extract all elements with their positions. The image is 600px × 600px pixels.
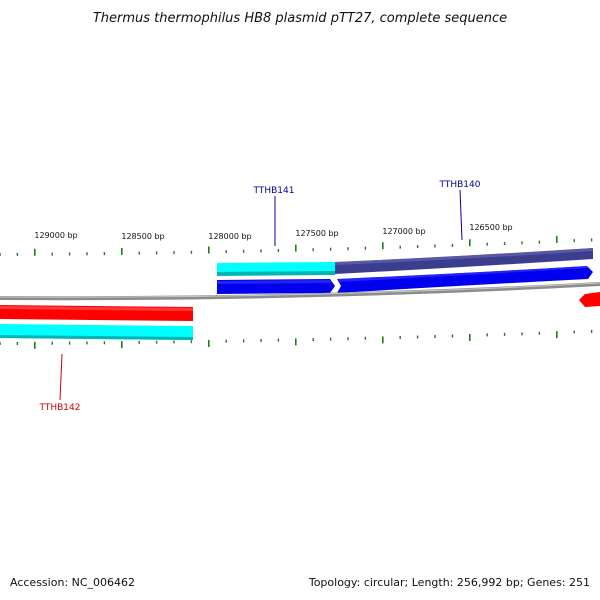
cds-tthb140-highlight	[335, 248, 593, 265]
gene-arrow-tthb142-shine	[0, 306, 193, 311]
gene-arrow-tthb140-shine	[337, 266, 589, 282]
gene-track-forward	[217, 266, 593, 294]
accession-text: Accession: NC_006462	[10, 576, 135, 589]
leader-line-tthb140	[459, 189, 463, 241]
inner-tick-marks	[0, 329, 593, 349]
gene-arrow-partial-right[interactable]	[579, 292, 600, 307]
gene-arrow-tthb141-shine	[217, 280, 332, 284]
plasmid-backbone	[0, 282, 600, 301]
cds-tthb142-shadow	[0, 335, 193, 340]
scale-label-127500: 127500 bp	[295, 229, 338, 238]
scale-label-127000: 127000 bp	[382, 227, 425, 236]
outer-tick-marks	[0, 235, 593, 256]
scale-label-128500: 128500 bp	[121, 232, 164, 241]
map-title: Thermus thermophilus HB8 plasmid pTT27, …	[93, 11, 507, 26]
gene-label-tthb142-group: TTHB142	[39, 353, 81, 413]
topology-summary: Topology: circular; Length: 256,992 bp; …	[308, 576, 590, 589]
cds-tthb141-shadow	[217, 271, 335, 276]
gene-label-tthb141-group: TTHB141	[253, 186, 295, 246]
cds-track-upper	[217, 248, 593, 276]
cds-track-lower	[0, 324, 193, 340]
gene-label-tthb140-group: TTHB140	[439, 180, 481, 241]
scale-label-126500: 126500 bp	[469, 223, 512, 232]
scale-label-128000: 128000 bp	[208, 232, 251, 241]
scale-label-129000: 129000 bp	[34, 231, 77, 240]
scale-labels: 129000 bp 128500 bp 128000 bp 127500 bp …	[34, 223, 512, 241]
gene-label-tthb140[interactable]: TTHB140	[439, 180, 481, 190]
gene-track-reverse	[0, 292, 600, 321]
gene-arrow-tthb140[interactable]	[337, 266, 593, 293]
plasmid-backbone-highlight	[0, 282, 600, 298]
gene-label-tthb141[interactable]: TTHB141	[253, 186, 295, 196]
gene-label-tthb142[interactable]: TTHB142	[39, 403, 81, 413]
leader-line-tthb142	[59, 353, 63, 401]
